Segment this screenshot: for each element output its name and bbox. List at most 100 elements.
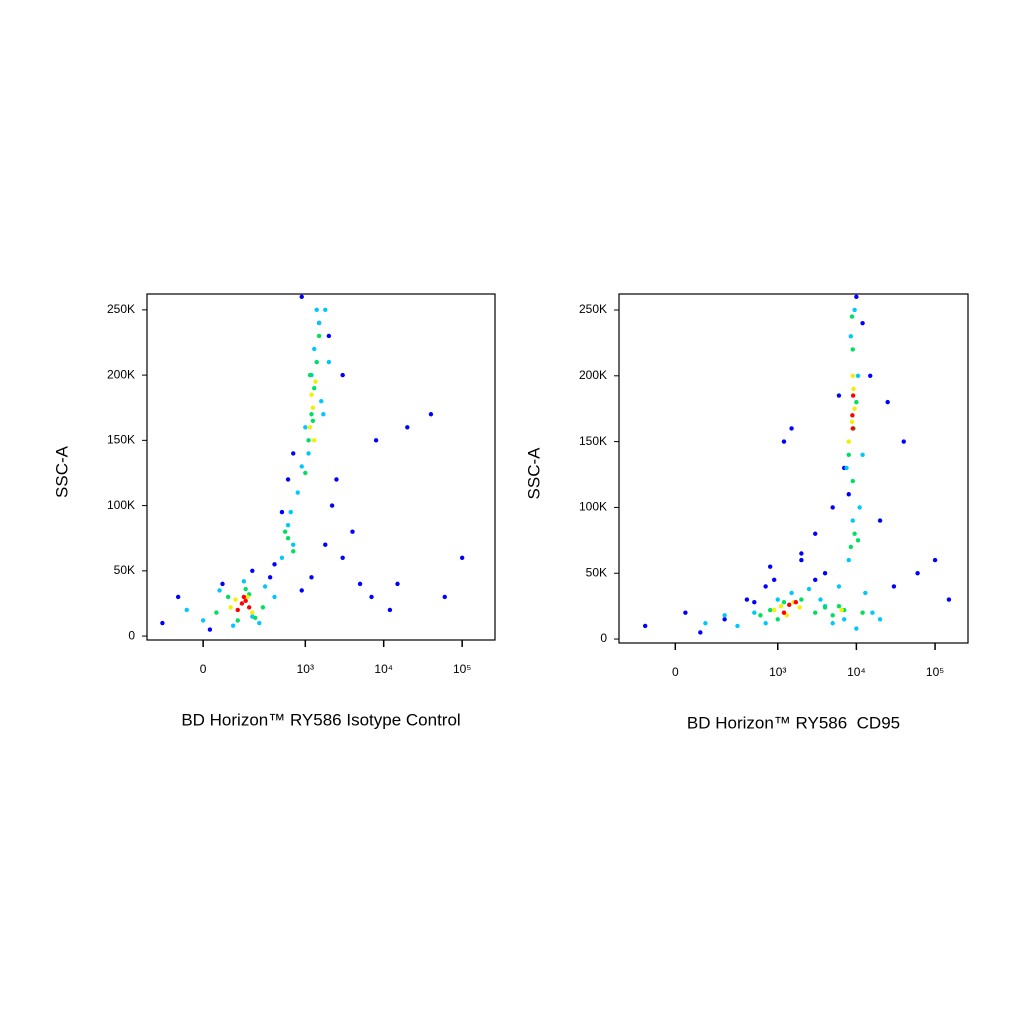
event-dot — [395, 581, 400, 587]
event-dot — [260, 605, 266, 610]
event-dot — [844, 465, 849, 471]
event-dot — [836, 603, 842, 609]
event-dot — [767, 564, 773, 569]
event-dot — [860, 452, 865, 457]
event-dot — [849, 314, 855, 319]
event-dot — [314, 307, 319, 313]
event-dot — [850, 518, 855, 523]
x-tick-label: 0 — [672, 665, 679, 679]
event-dot — [310, 405, 316, 410]
event-dot — [848, 544, 854, 550]
event-dot — [744, 597, 750, 602]
event-dot — [698, 630, 703, 635]
event-dot — [822, 605, 828, 610]
event-dot — [340, 372, 345, 378]
event-dot — [323, 542, 328, 547]
event-dot — [160, 620, 165, 626]
event-dot — [217, 588, 222, 593]
event-dot — [946, 597, 952, 602]
event-dot — [846, 452, 851, 457]
event-dot — [279, 509, 285, 515]
event-dot — [813, 531, 818, 536]
event-dot — [175, 594, 181, 600]
event-dot — [214, 610, 219, 615]
y-tick-label: 100K — [579, 500, 607, 514]
event-dot — [334, 477, 339, 482]
event-dot — [793, 599, 799, 605]
event-dot — [373, 438, 379, 443]
event-dot — [326, 359, 332, 365]
event-dot — [295, 490, 300, 495]
event-dot — [771, 607, 777, 613]
event-dot — [852, 307, 857, 313]
event-dot — [246, 605, 252, 610]
x-tick-label: 10⁴ — [847, 665, 866, 679]
event-dot — [314, 359, 319, 365]
event-dot — [250, 568, 255, 574]
y-tick-label: 200K — [579, 368, 607, 382]
event-dot — [850, 393, 856, 398]
event-dot — [851, 386, 856, 392]
event-dot — [285, 477, 291, 482]
y-tick-label: 100K — [107, 498, 135, 512]
x-tick-label: 10³ — [769, 665, 786, 679]
event-dot — [642, 623, 648, 629]
event-dot — [877, 518, 883, 523]
event-dot — [767, 607, 773, 613]
event-dot — [799, 557, 804, 563]
event-dot — [316, 320, 322, 326]
event-dot — [789, 590, 794, 596]
event-dot — [285, 536, 291, 541]
event-dot — [763, 584, 768, 589]
event-dot — [854, 399, 859, 405]
y-tick-label: 0 — [600, 631, 607, 645]
event-dot — [813, 577, 818, 583]
event-dot — [340, 555, 345, 560]
event-dot — [329, 503, 335, 508]
event-dot — [854, 294, 859, 300]
event-dot — [225, 594, 231, 600]
event-dot — [846, 492, 851, 497]
event-dot — [854, 626, 859, 631]
event-dot — [267, 575, 273, 580]
event-dot — [184, 607, 189, 613]
event-dot — [312, 346, 317, 352]
event-dot — [459, 555, 465, 560]
event-dot — [830, 621, 835, 626]
event-dot — [868, 373, 873, 378]
event-dot — [787, 602, 792, 608]
event-dot — [235, 618, 240, 623]
event-dot — [387, 607, 393, 613]
y-tick-label: 150K — [579, 434, 607, 448]
event-dot — [316, 333, 322, 339]
event-dot — [257, 620, 262, 626]
event-dot — [703, 621, 708, 626]
event-dot — [306, 438, 311, 443]
y-tick-label: 0 — [128, 628, 135, 642]
event-dot — [855, 538, 861, 543]
event-dot — [279, 555, 285, 560]
y-axis-title: SSC-A — [52, 445, 71, 498]
event-dot — [901, 439, 906, 444]
event-dot — [272, 594, 277, 600]
x-tick-label: 10⁵ — [453, 662, 471, 676]
event-dot — [877, 617, 883, 622]
event-dot — [763, 621, 768, 626]
event-dot — [235, 607, 240, 613]
event-dot — [860, 320, 865, 326]
event-dot — [846, 557, 851, 563]
event-dot — [299, 464, 304, 469]
event-dot — [299, 588, 304, 593]
event-dot — [243, 586, 248, 592]
event-dot — [323, 307, 328, 313]
event-dot — [784, 613, 789, 618]
event-dot — [797, 605, 802, 610]
event-dot — [291, 451, 296, 456]
event-dot — [781, 439, 787, 444]
y-tick-label: 150K — [107, 433, 135, 447]
event-dot — [752, 599, 757, 605]
event-dot — [309, 412, 314, 417]
y-axis-title: SSC-A — [524, 447, 543, 500]
y-tick-label: 250K — [579, 302, 607, 316]
